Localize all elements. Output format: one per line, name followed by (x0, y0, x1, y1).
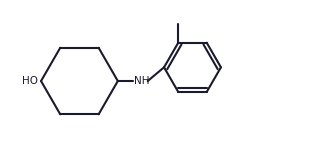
Text: HO: HO (22, 76, 38, 86)
Text: NH: NH (134, 76, 150, 86)
